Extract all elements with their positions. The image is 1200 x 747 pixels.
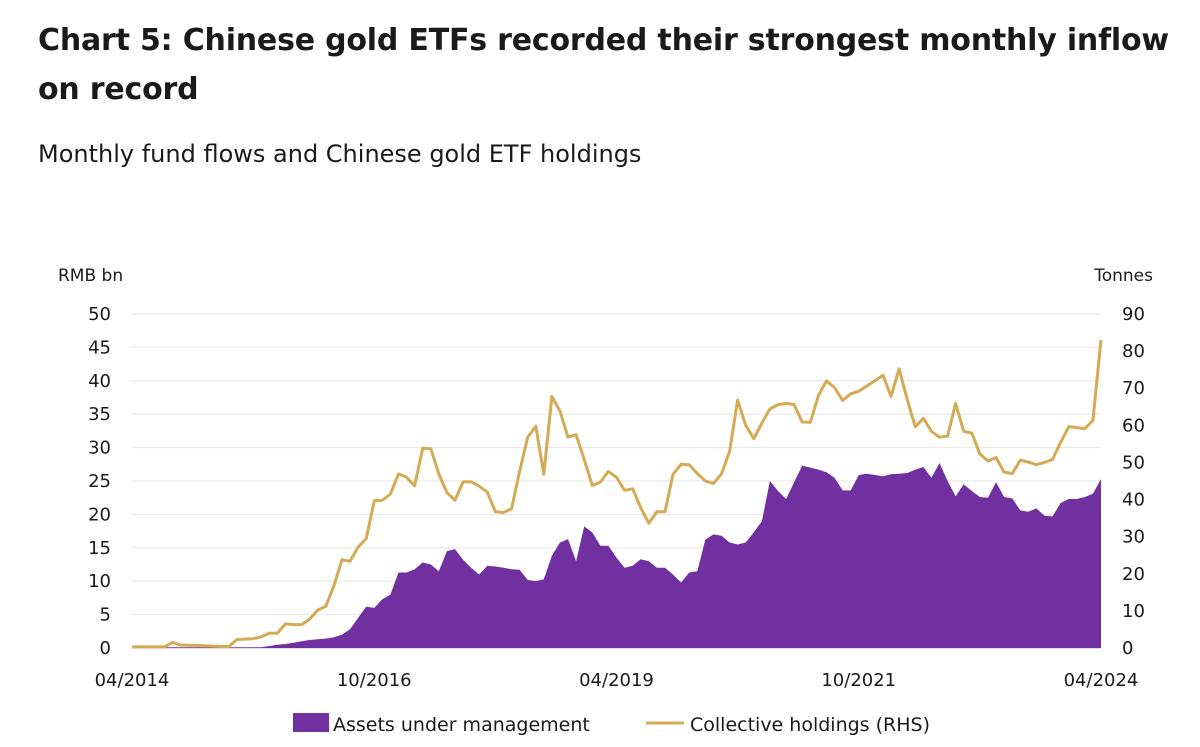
right-tick-label: 20 xyxy=(1122,564,1145,585)
right-tick-label: 40 xyxy=(1122,490,1145,511)
holdings-line-series xyxy=(132,339,1103,649)
left-tick-label: 20 xyxy=(88,504,111,525)
left-tick-label: 45 xyxy=(88,337,111,358)
left-tick-label: 40 xyxy=(88,371,111,392)
right-tick-label: 90 xyxy=(1122,304,1145,325)
x-axis-ticks: 04/2014 10/2016 04/2019 10/2021 04/2024 xyxy=(95,670,1139,691)
left-axis-ticks: 0 5 10 15 20 25 30 35 40 45 50 xyxy=(88,304,111,659)
aum-area-series xyxy=(132,463,1101,648)
right-tick-label: 80 xyxy=(1122,341,1145,362)
left-tick-label: 5 xyxy=(100,605,111,626)
left-tick-label: 35 xyxy=(88,404,111,425)
right-tick-label: 10 xyxy=(1122,601,1145,622)
left-axis-title: RMB bn xyxy=(58,266,123,286)
right-tick-label: 70 xyxy=(1122,378,1145,399)
legend-area-label: Assets under management xyxy=(333,714,590,736)
right-tick-label: 50 xyxy=(1122,452,1145,473)
x-tick-label: 04/2019 xyxy=(579,670,654,691)
left-tick-label: 30 xyxy=(88,438,111,459)
chart-title: Chart 5: Chinese gold ETFs recorded thei… xyxy=(38,23,1169,107)
x-tick-label: 04/2024 xyxy=(1064,670,1139,691)
left-tick-label: 0 xyxy=(100,638,111,659)
right-axis-ticks: 0 10 20 30 40 50 60 70 80 90 xyxy=(1122,304,1145,659)
right-tick-label: 0 xyxy=(1122,638,1133,659)
left-tick-label: 25 xyxy=(88,471,111,492)
legend: Assets under management Collective holdi… xyxy=(293,713,930,736)
chart-subtitle: Monthly fund flows and Chinese gold ETF … xyxy=(38,140,642,168)
left-tick-label: 50 xyxy=(88,304,111,325)
right-axis-title: Tonnes xyxy=(1093,266,1153,286)
x-tick-label: 04/2014 xyxy=(95,670,170,691)
right-tick-label: 30 xyxy=(1122,527,1145,548)
x-tick-label: 10/2016 xyxy=(337,670,412,691)
legend-area-swatch xyxy=(293,713,329,732)
x-tick-label: 10/2021 xyxy=(821,670,896,691)
left-tick-label: 15 xyxy=(88,538,111,559)
left-tick-label: 10 xyxy=(88,571,111,592)
legend-line-label: Collective holdings (RHS) xyxy=(690,714,930,736)
right-tick-label: 60 xyxy=(1122,415,1145,436)
